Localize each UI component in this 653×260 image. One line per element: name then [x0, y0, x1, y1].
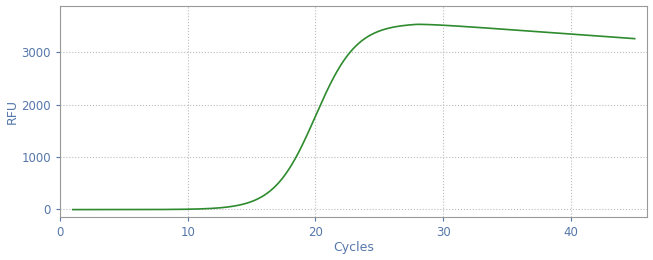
Y-axis label: RFU: RFU [6, 99, 18, 124]
X-axis label: Cycles: Cycles [333, 242, 374, 255]
